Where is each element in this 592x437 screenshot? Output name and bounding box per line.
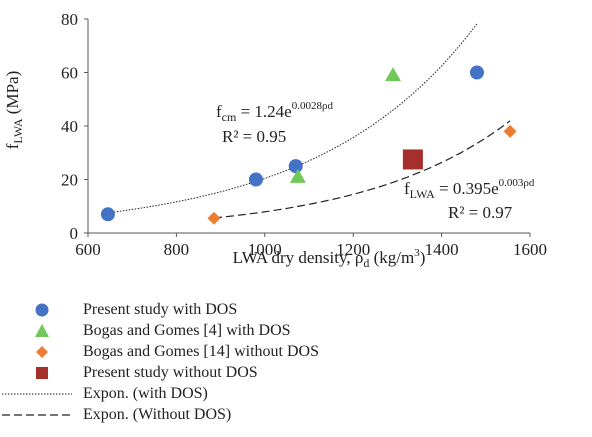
x-axis-label-end: ) xyxy=(420,248,426,267)
legend-label: Expon. (with DOS) xyxy=(83,385,208,402)
legend-item-expon-without-dos: Expon. (Without DOS) xyxy=(0,405,592,425)
r2-with-dos: R² = 0.95 xyxy=(222,127,286,146)
x-tick-label: 800 xyxy=(164,240,190,259)
x-tick-label: 1000 xyxy=(248,240,282,259)
point-triangle xyxy=(289,168,306,183)
x-axis-label: LWA dry density, ρd (kg/m3) xyxy=(233,247,426,270)
point-circle xyxy=(469,65,484,80)
y-tick-label: 60 xyxy=(61,64,78,83)
legend-label: Present study with DOS xyxy=(83,301,238,318)
legend-label: Bogas and Gomes [14] without DOS xyxy=(83,343,319,360)
legend-label: Bogas and Gomes [4] with DOS xyxy=(83,322,291,339)
point-circle xyxy=(100,207,115,222)
legend-marker-circle xyxy=(35,303,49,317)
legend-marker-triangle xyxy=(35,324,49,337)
legend-item-bogas4-with-dos: Bogas and Gomes [4] with DOS xyxy=(0,321,592,341)
legend-label: Present study without DOS xyxy=(83,364,258,381)
legend-item-expon-with-dos: Expon. (with DOS) xyxy=(0,384,592,404)
point-circle xyxy=(248,172,263,187)
point-diamond xyxy=(207,211,221,225)
x-axis-label-sub: d xyxy=(363,256,369,270)
eq2-base: f xyxy=(404,179,410,198)
legend-item-bogas14-without-dos: Bogas and Gomes [14] without DOS xyxy=(0,342,592,362)
equation-with-dos: fcm = 1.24e0.0028ρd xyxy=(216,100,333,124)
axes xyxy=(84,18,531,237)
trendline-with-dos xyxy=(107,23,478,214)
y-tick-label: 20 xyxy=(61,171,78,190)
point-triangle xyxy=(384,67,401,82)
r2-without-dos: R² = 0.97 xyxy=(448,203,513,222)
legend-line-dotted xyxy=(2,393,72,395)
x-tick-label: 1200 xyxy=(336,240,370,259)
eq1-mid: = 1.24e xyxy=(236,102,291,121)
y-tick-label: 80 xyxy=(61,10,78,29)
legend-label: Expon. (Without DOS) xyxy=(83,406,232,423)
eq2-sup: 0.003ρd xyxy=(499,177,535,189)
point-square xyxy=(402,149,423,170)
equation-without-dos: fLWA = 0.395e0.003ρd xyxy=(404,177,535,201)
tick-labels: 0 20 40 60 80 600 800 1000 1200 1400 1600 xyxy=(61,10,547,259)
x-axis-label-sup: 3 xyxy=(414,247,420,259)
eq1-sup: 0.0028ρd xyxy=(292,100,334,112)
point-circle xyxy=(288,159,303,174)
legend-item-present-with-dos: Present study with DOS xyxy=(0,300,592,320)
y-axis-label-sub: LWA xyxy=(11,118,25,143)
trendline-without-dos xyxy=(213,120,511,219)
legend-marker-square xyxy=(36,367,48,379)
x-axis-label-main: LWA dry density, ρ xyxy=(233,248,364,267)
eq2-mid: = 0.395e xyxy=(435,179,499,198)
legend-item-present-without-dos: Present study without DOS xyxy=(0,363,592,383)
y-tick-label: 0 xyxy=(70,224,79,243)
y-axis-label-end: (MPa) xyxy=(3,71,22,119)
x-tick-label: 600 xyxy=(75,240,101,259)
y-axis-label-main: f xyxy=(3,143,22,149)
y-tick-label: 40 xyxy=(61,117,78,136)
x-axis-label-mid: (kg/m xyxy=(369,248,414,267)
x-tick-label: 1600 xyxy=(513,240,547,259)
point-diamond xyxy=(503,124,517,138)
legend-line-dashed xyxy=(2,414,72,416)
eq2-sub: LWA xyxy=(410,187,435,201)
eq1-sub: cm xyxy=(222,110,237,124)
eq1-base: f xyxy=(216,102,222,121)
data-points xyxy=(100,65,517,225)
legend-marker-diamond xyxy=(36,346,48,358)
x-tick-label: 1400 xyxy=(425,240,459,259)
y-axis-label: fLWA (MPa) xyxy=(3,71,25,149)
